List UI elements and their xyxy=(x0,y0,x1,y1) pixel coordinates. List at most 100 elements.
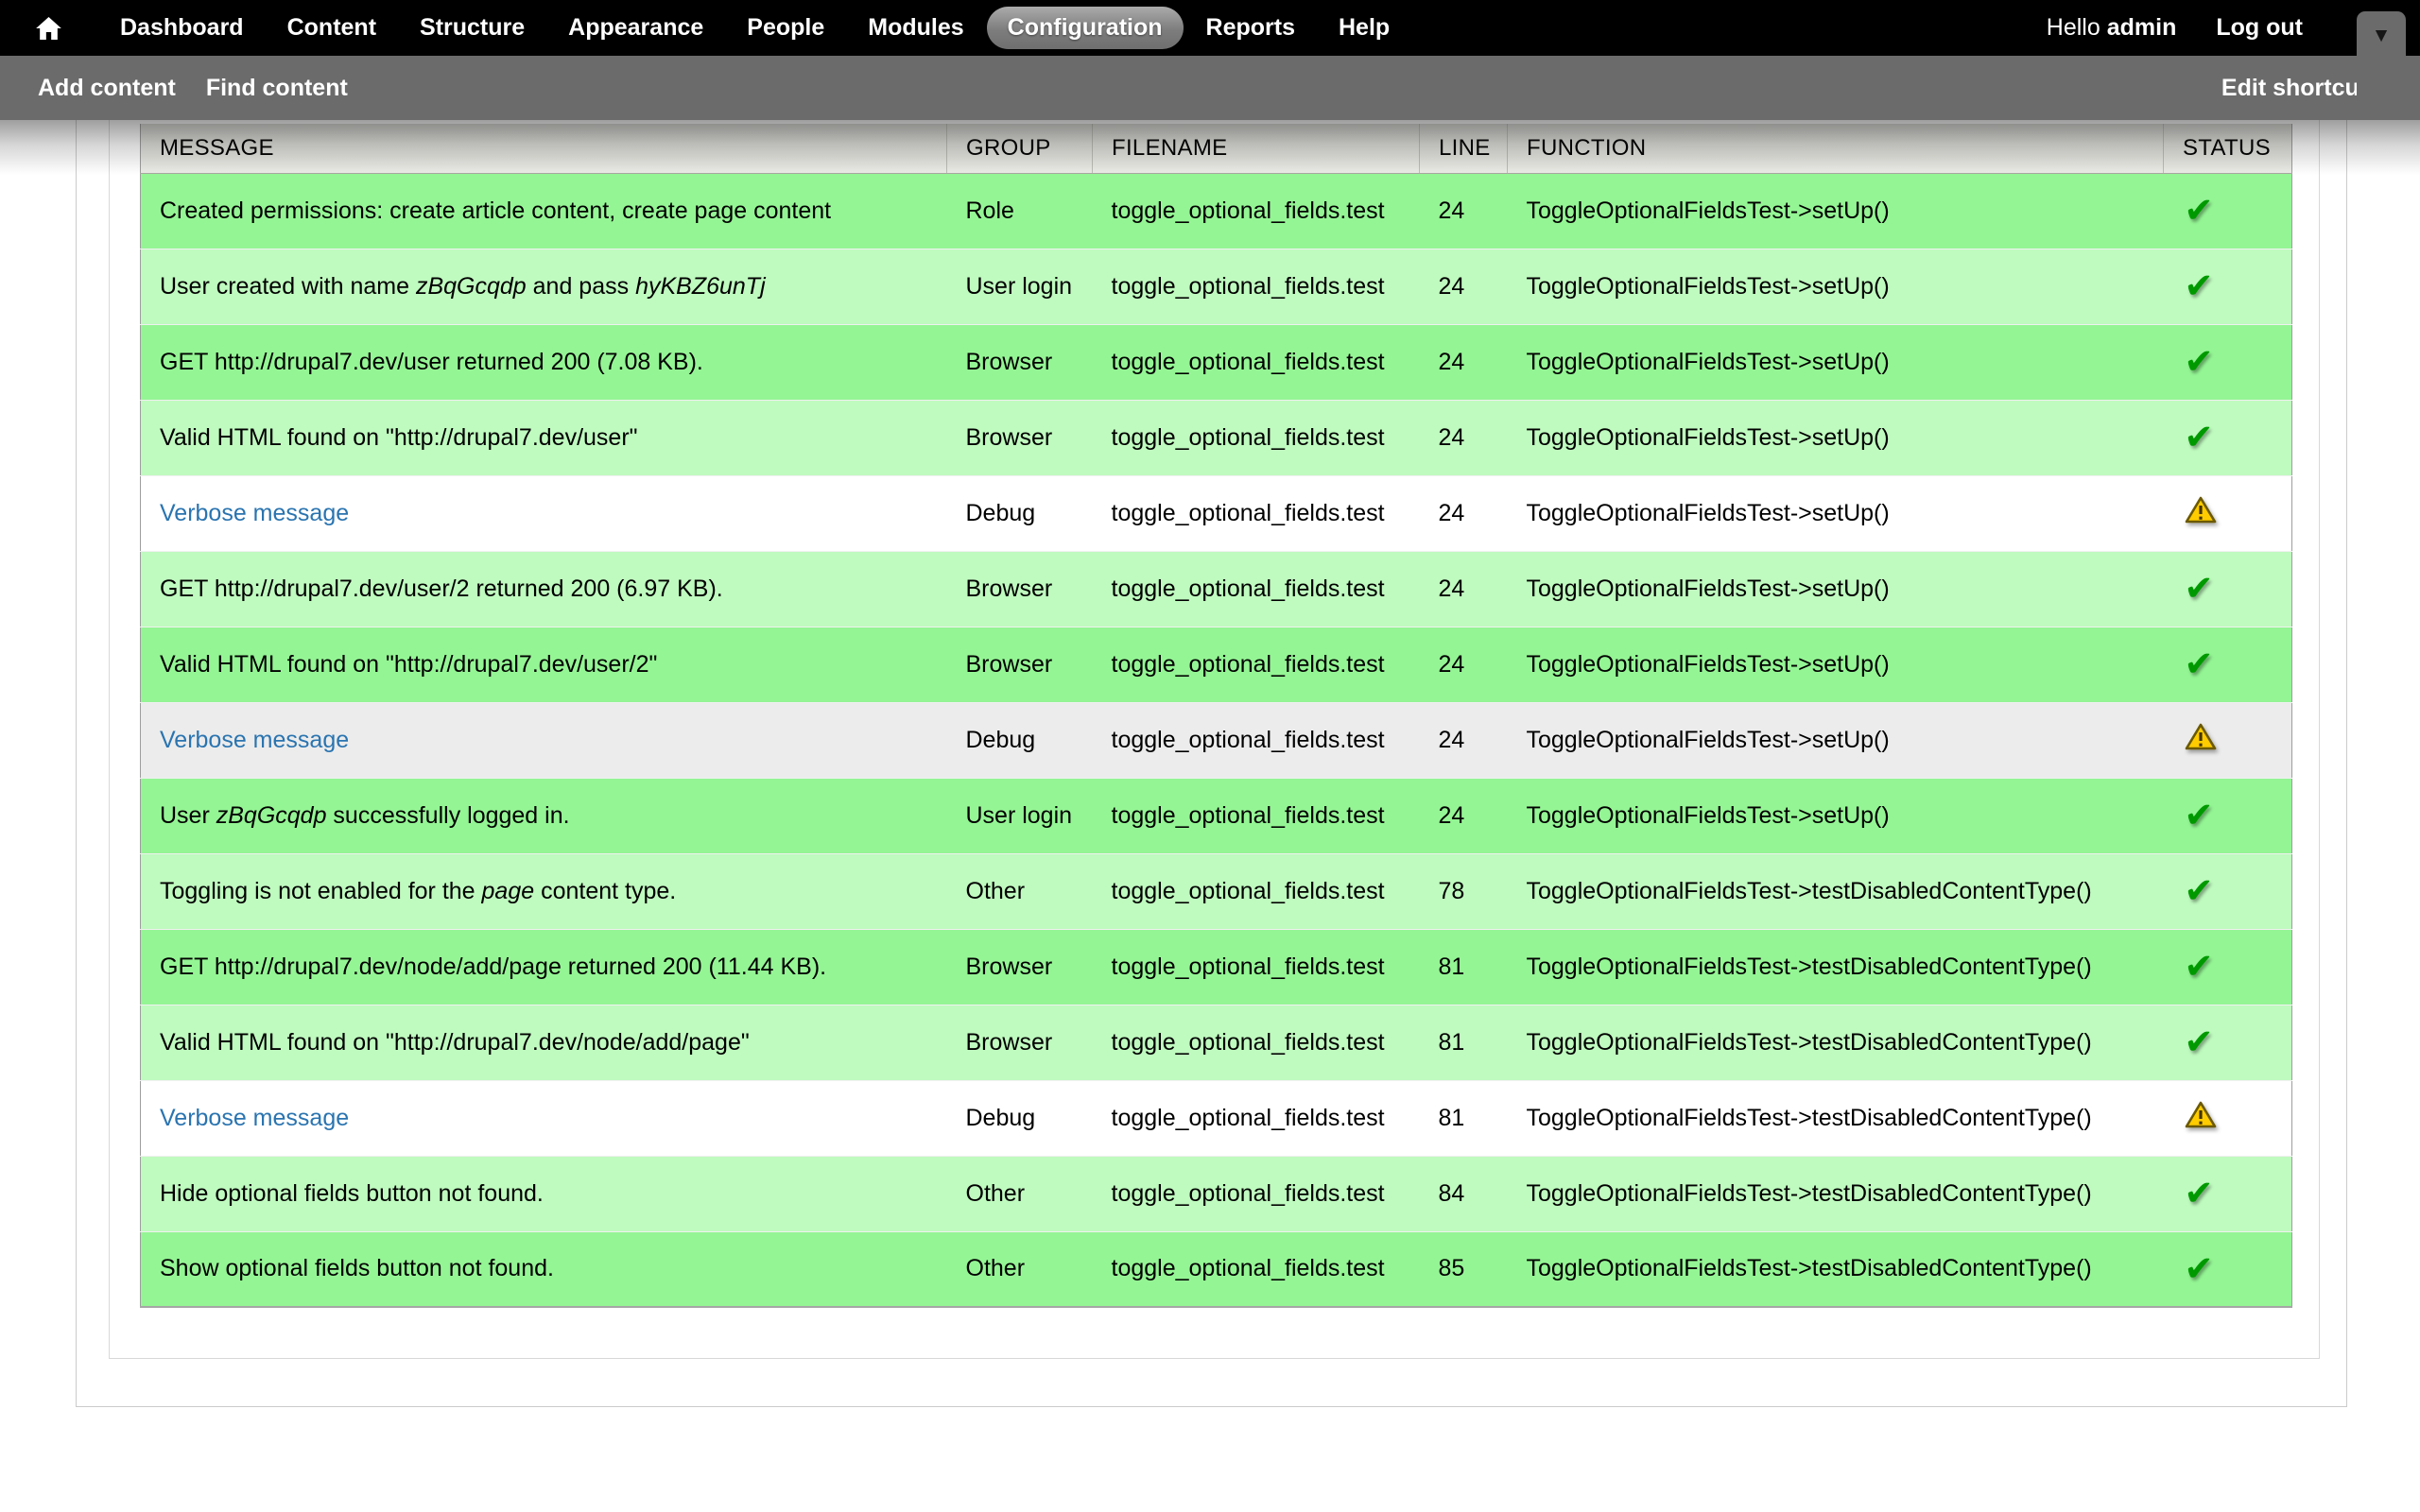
message-text: GET http://drupal7.dev/node/add/page ret… xyxy=(160,953,827,980)
function-cell: ToggleOptionalFieldsTest->setUp() xyxy=(1507,399,2164,475)
line-cell: 78 xyxy=(1419,852,1508,929)
function-cell: ToggleOptionalFieldsTest->testDisabledCo… xyxy=(1507,928,2164,1005)
logout-link[interactable]: Log out xyxy=(2216,14,2303,41)
group-cell: Other xyxy=(946,852,1093,929)
column-header-filename: FILENAME xyxy=(1092,124,1420,174)
filename-cell: toggle_optional_fields.test xyxy=(1092,852,1420,929)
function-cell: ToggleOptionalFieldsTest->setUp() xyxy=(1507,777,2164,853)
home-icon[interactable] xyxy=(36,16,61,40)
message-text: User xyxy=(160,801,216,829)
line-cell: 81 xyxy=(1419,928,1508,1005)
function-cell: ToggleOptionalFieldsTest->testDisabledCo… xyxy=(1507,1230,2164,1307)
verbose-message-link[interactable]: Verbose message xyxy=(160,1104,350,1131)
line-cell: 24 xyxy=(1419,550,1508,627)
status-cell: ✔ xyxy=(2163,626,2292,702)
filename-cell: toggle_optional_fields.test xyxy=(1092,1004,1420,1080)
group-cell: Browser xyxy=(946,550,1093,627)
message-cell: Toggling is not enabled for the page con… xyxy=(140,852,947,929)
chevron-down-icon: ▼ xyxy=(2371,25,2392,46)
check-icon: ✔ xyxy=(2184,871,2214,910)
toolbar-item-reports[interactable]: Reports xyxy=(1205,14,1295,41)
message-text: content type. xyxy=(534,877,677,904)
table-row: GET http://drupal7.dev/user returned 200… xyxy=(140,323,2292,400)
toolbar-item-dashboard[interactable]: Dashboard xyxy=(120,14,244,41)
table-row: Toggling is not enabled for the page con… xyxy=(140,852,2292,929)
table-row: User zBqGcqdp successfully logged in. Use… xyxy=(140,777,2292,853)
message-text: GET http://drupal7.dev/user/2 returned 2… xyxy=(160,575,723,602)
message-text: zBqGcqdp xyxy=(216,801,327,829)
check-icon: ✔ xyxy=(2184,1248,2214,1288)
message-text: Valid HTML found on "http://drupal7.dev/… xyxy=(160,423,638,451)
message-cell: Valid HTML found on "http://drupal7.dev/… xyxy=(140,626,947,702)
filename-cell: toggle_optional_fields.test xyxy=(1092,399,1420,475)
message-text: Hide optional fields button not found. xyxy=(160,1179,544,1207)
username: admin xyxy=(2106,14,2177,41)
message-text: page xyxy=(481,877,535,904)
toolbar-item-appearance[interactable]: Appearance xyxy=(568,14,704,41)
table-row: Verbose message Debug toggle_optional_fiel… xyxy=(140,1079,2292,1156)
verbose-message-link[interactable]: Verbose message xyxy=(160,726,350,753)
group-cell: Debug xyxy=(946,701,1093,778)
group-cell: Browser xyxy=(946,626,1093,702)
message-text: successfully logged in. xyxy=(326,801,570,829)
status-cell: ✔ xyxy=(2163,248,2292,324)
group-cell: Other xyxy=(946,1155,1093,1231)
line-cell: 24 xyxy=(1419,777,1508,853)
line-cell: 24 xyxy=(1419,323,1508,400)
status-cell: ✔ xyxy=(2163,1230,2292,1307)
filename-cell: toggle_optional_fields.test xyxy=(1092,777,1420,853)
group-cell: Role xyxy=(946,172,1093,249)
message-cell: Valid HTML found on "http://drupal7.dev/… xyxy=(140,1004,947,1080)
message-text: and pass xyxy=(526,272,636,300)
group-cell: Browser xyxy=(946,399,1093,475)
shortcut-item-find-content[interactable]: Find content xyxy=(205,74,348,101)
status-cell xyxy=(2163,701,2292,778)
table-row: User created with name zBqGcqdp and pass… xyxy=(140,248,2292,324)
line-cell: 24 xyxy=(1419,626,1508,702)
shortcut-bar: Add content Find content Edit shortcuts xyxy=(0,56,2420,120)
toolbar-item-help[interactable]: Help xyxy=(1339,14,1391,41)
filename-cell: toggle_optional_fields.test xyxy=(1092,474,1420,551)
status-cell: ✔ xyxy=(2163,928,2292,1005)
table-row: Hide optional fields button not found. Ot… xyxy=(140,1155,2292,1231)
status-cell xyxy=(2163,1079,2292,1156)
function-cell: ToggleOptionalFieldsTest->setUp() xyxy=(1507,172,2164,249)
shortcut-item-add-content[interactable]: Add content xyxy=(38,74,176,101)
toolbar-toggle-button[interactable]: ▼ xyxy=(2357,11,2406,120)
toolbar-item-people[interactable]: People xyxy=(747,14,825,41)
group-cell: Browser xyxy=(946,928,1093,1005)
column-header-message: MESSAGE xyxy=(140,124,947,174)
group-cell: User login xyxy=(946,248,1093,324)
message-cell: Show optional fields button not found. xyxy=(140,1230,947,1307)
toolbar-item-configuration[interactable]: Configuration xyxy=(986,7,1184,49)
toolbar-item-content[interactable]: Content xyxy=(286,14,377,41)
table-body: Created permissions: create article cont… xyxy=(140,172,2292,1307)
column-header-line: LINE xyxy=(1419,124,1508,174)
line-cell: 81 xyxy=(1419,1079,1508,1156)
status-cell: ✔ xyxy=(2163,323,2292,400)
table-header-row: MESSAGE GROUP FILENAME LINE FUNCTION STATUS xyxy=(140,124,2292,174)
status-cell xyxy=(2163,474,2292,551)
check-icon: ✔ xyxy=(2184,1174,2214,1212)
check-icon: ✔ xyxy=(2184,191,2214,230)
message-text: Show optional fields button not found. xyxy=(160,1255,554,1282)
message-cell: Valid HTML found on "http://drupal7.dev/… xyxy=(140,399,947,475)
table-row: Valid HTML found on "http://drupal7.dev/… xyxy=(140,1004,2292,1080)
message-cell: Verbose message xyxy=(140,701,947,778)
message-text: Toggling is not enabled for the xyxy=(160,877,482,904)
message-text: Valid HTML found on "http://drupal7.dev/… xyxy=(160,650,658,678)
filename-cell: toggle_optional_fields.test xyxy=(1092,1155,1420,1231)
status-cell: ✔ xyxy=(2163,399,2292,475)
table-row: GET http://drupal7.dev/user/2 returned 2… xyxy=(140,550,2292,627)
verbose-message-link[interactable]: Verbose message xyxy=(160,499,350,526)
toolbar-item-modules[interactable]: Modules xyxy=(868,14,964,41)
admin-toolbar: Dashboard Content Structure Appearance Peopl… xyxy=(0,0,2420,56)
edit-shortcuts-link[interactable]: Edit shortcuts xyxy=(2221,74,2380,101)
function-cell: ToggleOptionalFieldsTest->testDisabledCo… xyxy=(1507,852,2164,929)
check-icon: ✔ xyxy=(2184,342,2214,381)
filename-cell: toggle_optional_fields.test xyxy=(1092,550,1420,627)
message-cell: Created permissions: create article cont… xyxy=(140,172,947,249)
status-cell: ✔ xyxy=(2163,172,2292,249)
filename-cell: toggle_optional_fields.test xyxy=(1092,323,1420,400)
toolbar-item-structure[interactable]: Structure xyxy=(420,14,526,41)
